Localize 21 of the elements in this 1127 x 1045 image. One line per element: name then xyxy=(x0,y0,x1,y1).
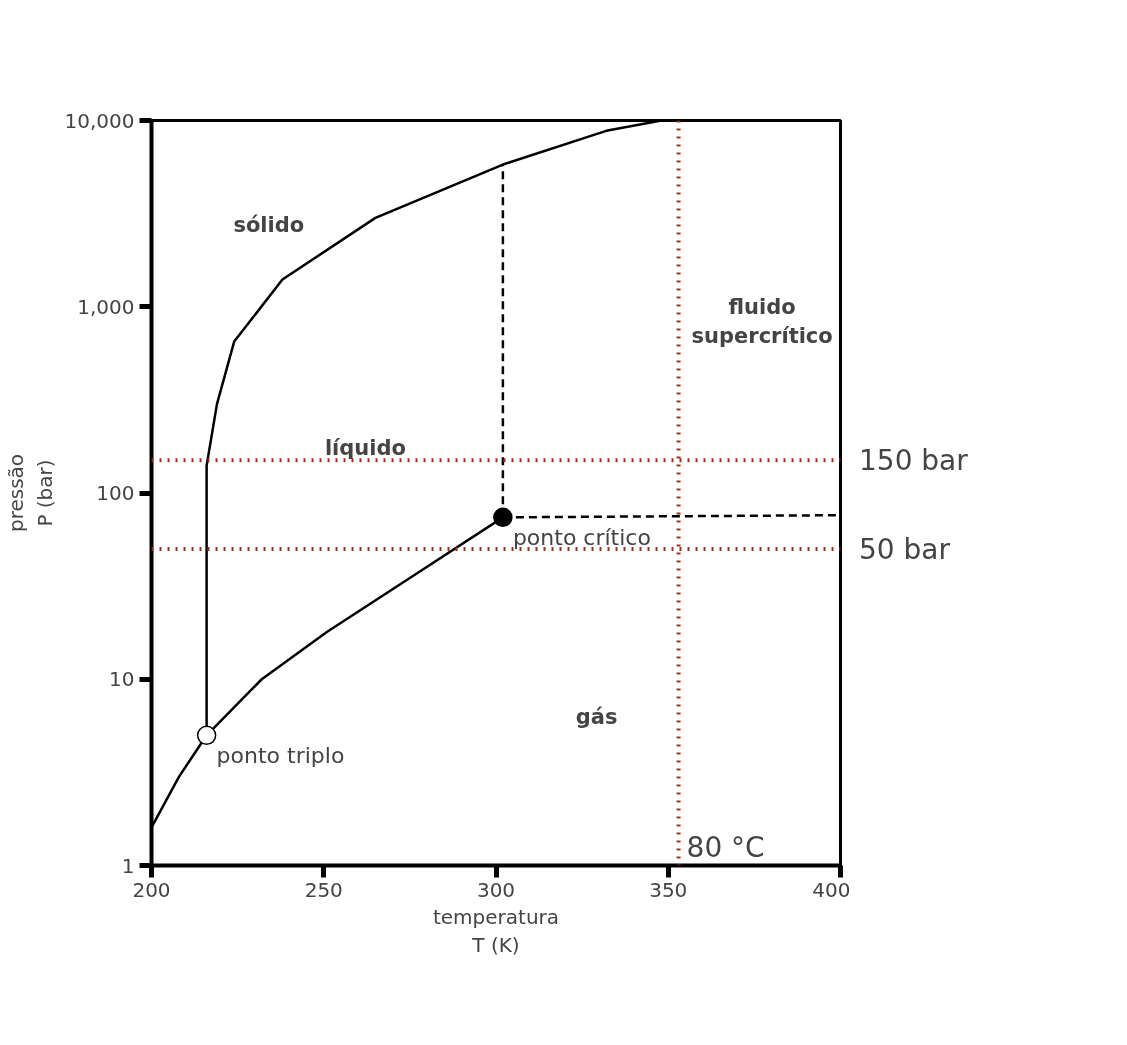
y-axis-title: pressão P (bar) xyxy=(3,453,57,533)
x-tick-label: 250 xyxy=(304,877,343,902)
x-tick-label: 200 xyxy=(132,877,171,902)
y-tick-label: 100 xyxy=(96,481,135,505)
annotation: ponto triplo xyxy=(216,743,345,769)
annotation: líquido xyxy=(324,436,406,461)
annotation: ponto crítico xyxy=(512,525,651,551)
ref-line-label: 150 bar xyxy=(859,443,969,477)
y-tick-label: 1,000 xyxy=(77,294,135,319)
x-tick-label: 400 xyxy=(812,877,851,902)
annotation: gás xyxy=(575,704,618,729)
ref-line-label: 50 bar xyxy=(859,532,951,566)
annotation: sólido xyxy=(233,212,305,237)
x-tick-label: 350 xyxy=(649,877,688,902)
annotation: fluido supercrítico xyxy=(691,295,833,349)
y-tick-label: 10,000 xyxy=(64,108,135,133)
ref-line-label: 80 °C xyxy=(686,830,765,864)
x-tick-label: 300 xyxy=(476,877,516,902)
x-axis-title: temperatura T (K) xyxy=(432,904,560,958)
y-tick-label: 10 xyxy=(109,667,135,692)
y-tick-label: 1 xyxy=(121,853,135,878)
